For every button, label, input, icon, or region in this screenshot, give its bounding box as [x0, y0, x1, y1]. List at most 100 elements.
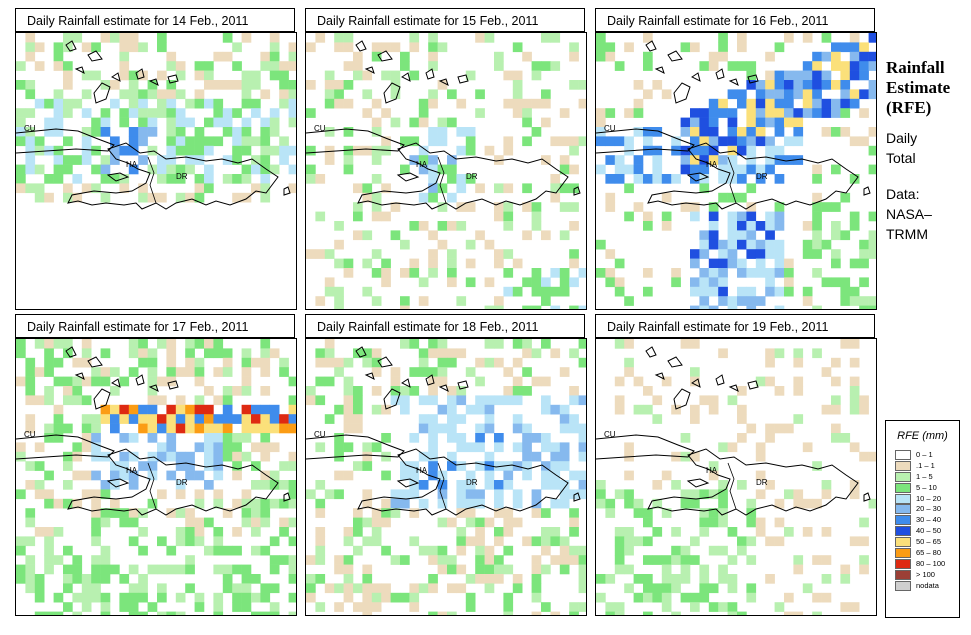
rainfall-cell	[166, 470, 177, 481]
rainfall-cell	[596, 117, 606, 128]
panel-5: Daily Rainfall estimate for 18 Feb., 201…	[305, 314, 587, 616]
rainfall-cell	[699, 155, 710, 165]
rainfall-cell	[531, 127, 542, 137]
rainfall-cell	[110, 564, 120, 575]
map-label-dr: DR	[466, 172, 478, 181]
rainfall-cell	[409, 33, 420, 43]
rainfall-cell	[194, 70, 205, 81]
rainfall-cell	[774, 211, 785, 222]
rainfall-cell	[353, 202, 363, 212]
rainfall-cell	[690, 498, 700, 509]
rainfall-cell	[652, 527, 663, 537]
rainfall-cell	[315, 348, 326, 359]
rainfall-cell	[371, 202, 382, 212]
coastline	[74, 372, 85, 380]
rainfall-cell	[381, 470, 391, 481]
rainfall-cell	[484, 414, 495, 424]
rainfall-cell	[428, 574, 438, 584]
rainfall-cell	[784, 136, 794, 147]
rainfall-cell	[16, 174, 26, 184]
rainfall-cell	[343, 423, 354, 434]
rainfall-cell	[849, 480, 860, 490]
rainfall-cell	[512, 108, 523, 118]
rainfall-cell	[241, 423, 252, 434]
rainfall-cell	[569, 470, 579, 481]
rainfall-cell	[624, 357, 634, 368]
rainfall-cell	[531, 98, 542, 109]
coastline	[74, 66, 85, 74]
rainfall-cell	[185, 367, 195, 377]
rainfall-cell	[119, 574, 130, 584]
rainfall-cell	[503, 395, 514, 406]
rainfall-cell	[727, 192, 738, 203]
rainfall-cell	[859, 555, 869, 565]
rainfall-cell	[279, 80, 289, 90]
rainfall-cell	[343, 527, 354, 537]
rainfall-cell	[241, 80, 252, 90]
rainfall-cell	[475, 376, 485, 387]
rainfall-cell	[53, 527, 64, 537]
rainfall-cell	[755, 98, 766, 109]
rainfall-cell	[63, 583, 73, 594]
rainfall-cell	[110, 480, 120, 490]
rainfall-cell	[241, 498, 252, 509]
rainfall-cell	[306, 489, 316, 500]
rainfall-cell	[232, 564, 242, 575]
rainfall-cell	[157, 89, 167, 100]
rainfall-cell	[541, 545, 551, 556]
rainfall-cell	[727, 221, 738, 231]
map-label-dr: DR	[466, 478, 478, 487]
rainfall-cell	[849, 51, 860, 62]
coastline	[396, 172, 420, 182]
rainfall-cell	[541, 98, 551, 109]
rainfall-cell	[708, 51, 719, 62]
rainfall-cell	[204, 164, 214, 175]
legend-label: nodata	[916, 580, 939, 590]
rainfall-cell	[831, 51, 841, 62]
rainfall-cell	[475, 183, 485, 194]
rainfall-cell	[400, 61, 410, 71]
rainfall-cell	[241, 348, 252, 359]
rainfall-cell	[596, 480, 606, 490]
rainfall-cell	[531, 583, 542, 594]
rainfall-cell	[260, 508, 271, 518]
rainfall-cell	[831, 404, 841, 415]
rainfall-cell	[802, 442, 813, 453]
rainfall-cell	[708, 461, 719, 471]
rainfall-cell	[699, 230, 710, 241]
rainfall-cell	[138, 611, 148, 615]
rainfall-cell	[260, 442, 271, 453]
rainfall-cell	[465, 145, 476, 156]
rainfall-cell	[157, 414, 167, 424]
rainfall-cell	[531, 305, 542, 309]
rainfall-cell	[251, 592, 261, 603]
rainfall-cell	[522, 277, 532, 288]
rainfall-cell	[680, 42, 691, 53]
rainfall-cell	[447, 611, 457, 615]
rainfall-cell	[643, 611, 653, 615]
rainfall-cell	[503, 480, 514, 490]
rainfall-cell	[868, 249, 876, 259]
rainfall-cell	[157, 70, 167, 81]
panel-title: Daily Rainfall estimate for 16 Feb., 201…	[595, 8, 875, 32]
rainfall-cell	[812, 70, 822, 81]
rainfall-cell	[643, 127, 653, 137]
rainfall-cell	[596, 127, 606, 137]
rainfall-cell	[260, 433, 271, 443]
rainfall-cell	[755, 258, 766, 269]
rainfall-cell	[456, 442, 467, 453]
rainfall-cell	[699, 268, 710, 278]
rainfall-cell	[812, 89, 822, 100]
rainfall-cell	[175, 117, 186, 128]
rainfall-cell	[371, 583, 382, 594]
rainfall-cell	[251, 423, 261, 434]
rainfall-cell	[279, 461, 289, 471]
rainfall-cell	[456, 583, 467, 594]
coastline	[111, 378, 121, 388]
rainfall-cell	[251, 164, 261, 175]
rainfall-cell	[624, 42, 634, 53]
rainfall-cell	[91, 433, 101, 443]
rainfall-cell	[541, 230, 551, 241]
